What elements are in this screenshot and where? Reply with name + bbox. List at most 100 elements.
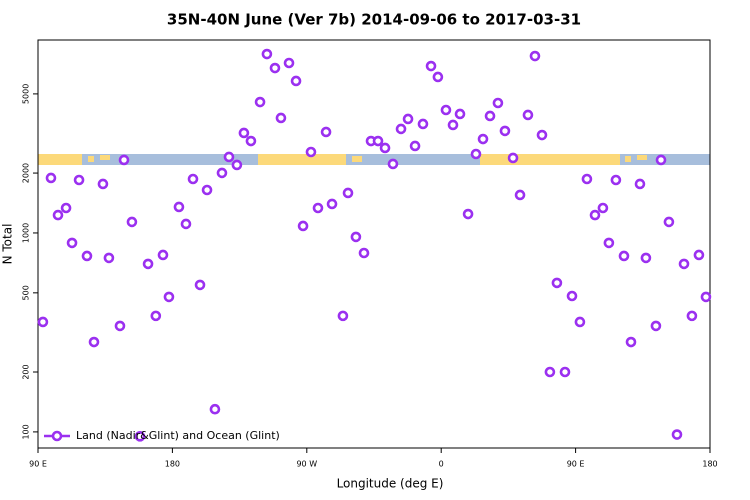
point — [209, 403, 221, 415]
point — [114, 320, 126, 332]
point — [640, 252, 652, 264]
point — [231, 159, 243, 171]
point — [187, 173, 199, 185]
point — [261, 48, 273, 60]
point — [618, 250, 630, 262]
point — [254, 96, 266, 108]
point — [678, 258, 690, 270]
point — [686, 310, 698, 322]
point — [312, 202, 324, 214]
x-tick-label: 180 — [702, 460, 717, 469]
point — [290, 75, 302, 87]
point — [73, 174, 85, 186]
x-tick-label: 90 W — [296, 460, 317, 469]
y-tick-label: 5000 — [22, 84, 31, 104]
point — [544, 366, 556, 378]
y-tick-label: 100 — [22, 424, 31, 439]
point — [536, 129, 548, 141]
point — [597, 202, 609, 214]
point — [350, 231, 362, 243]
point — [432, 71, 444, 83]
chart-title: 35N-40N June (Ver 7b) 2014-09-06 to 2017… — [167, 11, 581, 29]
point — [37, 316, 49, 328]
point — [126, 216, 138, 228]
point — [454, 108, 466, 120]
point — [671, 429, 683, 440]
point — [663, 216, 675, 228]
point — [655, 154, 667, 166]
point — [484, 110, 496, 122]
point — [216, 167, 228, 179]
point — [305, 146, 317, 158]
point — [180, 218, 192, 230]
point — [201, 184, 213, 196]
x-tick-label: 180 — [165, 460, 180, 469]
point — [45, 172, 57, 184]
point — [650, 320, 662, 332]
x-tick-label: 90 E — [567, 460, 585, 469]
point — [238, 127, 250, 139]
point — [326, 198, 338, 210]
point — [603, 237, 615, 249]
point — [529, 50, 541, 62]
point — [372, 135, 384, 147]
point — [470, 148, 482, 160]
point — [589, 209, 601, 221]
legend-label: Land (Nadir&Glint) and Ocean (Glint) — [76, 429, 280, 442]
point — [440, 104, 452, 116]
y-tick-label: 2000 — [22, 163, 31, 183]
x-axis-label: Longitude (deg E) — [337, 477, 444, 491]
point — [142, 258, 154, 270]
point — [610, 174, 622, 186]
point — [477, 133, 489, 145]
point — [88, 336, 100, 348]
point — [157, 249, 169, 261]
point — [409, 140, 421, 152]
y-axis-label: N Total — [1, 224, 15, 265]
point — [97, 178, 109, 190]
point — [625, 336, 637, 348]
point — [283, 57, 295, 69]
x-tick-label: 90 E — [29, 460, 47, 469]
point — [103, 252, 115, 264]
point — [387, 158, 399, 170]
point — [66, 237, 78, 249]
point — [551, 277, 563, 289]
point — [118, 154, 130, 166]
point — [492, 97, 504, 109]
point — [150, 310, 162, 322]
point — [514, 189, 526, 201]
point — [297, 220, 309, 232]
point — [342, 187, 354, 199]
point — [507, 152, 519, 164]
point — [581, 173, 593, 185]
y-tick-label: 1000 — [22, 223, 31, 243]
point — [693, 249, 705, 261]
point — [60, 202, 72, 214]
point — [173, 201, 185, 213]
point — [81, 250, 93, 262]
legend-marker — [51, 430, 63, 442]
point — [275, 112, 287, 124]
point — [447, 119, 459, 131]
point — [52, 209, 64, 221]
point — [574, 316, 586, 328]
y-tick-label: 500 — [22, 285, 31, 300]
point — [379, 142, 391, 154]
point — [269, 62, 281, 74]
point — [417, 118, 429, 130]
point — [559, 366, 571, 378]
point — [358, 247, 370, 259]
x-tick-label: 0 — [439, 460, 444, 469]
point — [163, 291, 175, 303]
point — [700, 291, 712, 303]
land-ocean-strip — [38, 154, 710, 165]
point — [194, 279, 206, 291]
point — [522, 109, 534, 121]
point — [634, 178, 646, 190]
point — [337, 310, 349, 322]
point — [245, 135, 257, 147]
point — [134, 431, 146, 442]
plot-frame — [37, 39, 711, 449]
point — [566, 290, 578, 302]
